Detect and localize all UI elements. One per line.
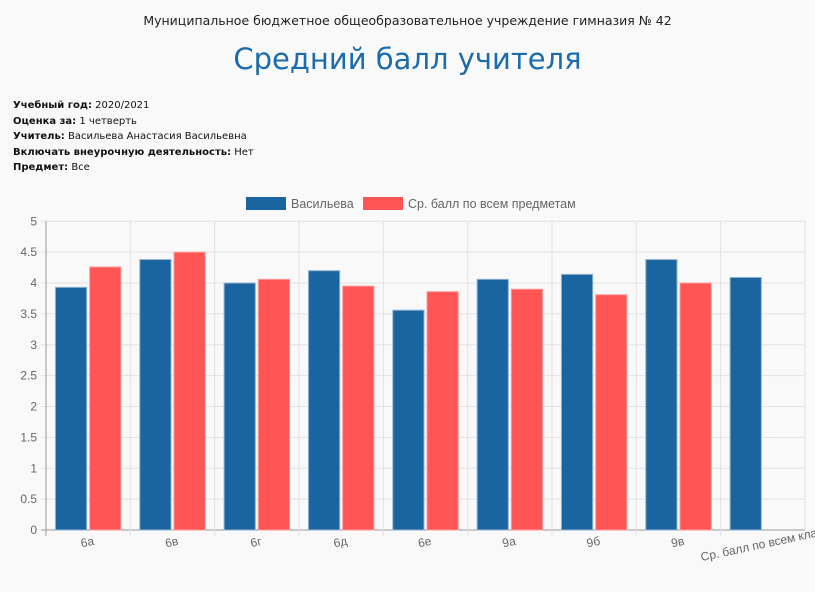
x-tick-label: 9б bbox=[585, 534, 601, 551]
y-tick-label: 1 bbox=[30, 461, 37, 475]
bar-average bbox=[89, 266, 122, 531]
info-row: Учебный год: 2020/2021 bbox=[13, 100, 150, 111]
bar-average bbox=[426, 291, 459, 531]
report-parameters: Учебный год: 2020/2021 Оценка за: 1 четв… bbox=[13, 98, 254, 176]
x-tick-label: 9в bbox=[670, 534, 686, 550]
bar-average bbox=[679, 282, 712, 531]
bar-average bbox=[257, 278, 291, 531]
info-row: Учитель: Васильева Анастасия Васильевна bbox=[13, 131, 247, 142]
y-tick-label: 0 bbox=[30, 523, 37, 537]
y-tick-label: 3 bbox=[30, 338, 37, 352]
bar-teacher bbox=[223, 282, 256, 531]
y-tick-label: 0.5 bbox=[20, 492, 37, 506]
x-tick-label: 6а bbox=[79, 534, 95, 551]
info-row: Включать внеурочную деятельность: Нет bbox=[13, 146, 254, 158]
info-row: Предмет: Все bbox=[13, 162, 90, 173]
bar-teacher bbox=[54, 286, 88, 531]
page-title: Средний балл учителя bbox=[233, 42, 582, 76]
legend-swatch bbox=[246, 197, 286, 210]
legend-label: Ср. балл по всем предметам bbox=[408, 197, 576, 211]
bar-teacher bbox=[392, 309, 425, 531]
y-tick-label: 2.5 bbox=[20, 369, 37, 383]
x-tick-label: 9а bbox=[501, 534, 517, 551]
x-tick-label: 6е bbox=[417, 534, 433, 551]
y-tick-label: 4 bbox=[30, 276, 37, 290]
bar-teacher bbox=[476, 278, 509, 531]
x-tick-label: 6г bbox=[249, 534, 263, 550]
bar-average bbox=[173, 251, 206, 531]
y-tick-label: 2 bbox=[30, 400, 37, 414]
info-row: Оценка за: 1 четверть bbox=[13, 115, 137, 127]
bar-teacher bbox=[645, 259, 678, 531]
y-tick-label: 4.5 bbox=[20, 245, 37, 259]
organization-name: Муниципальное бюджетное общеобразователь… bbox=[143, 13, 672, 28]
bar-average bbox=[595, 294, 628, 531]
bar-teacher bbox=[560, 273, 594, 531]
x-tick-label: 6д bbox=[332, 534, 348, 551]
y-tick-label: 1.5 bbox=[20, 430, 37, 444]
x-tick-label: 6в bbox=[164, 534, 180, 550]
y-tick-label: 5 bbox=[30, 214, 37, 228]
legend-swatch bbox=[363, 197, 403, 210]
bar-teacher bbox=[729, 276, 762, 531]
bar-teacher bbox=[307, 270, 341, 531]
legend-label: Васильева bbox=[291, 197, 354, 211]
bar-teacher bbox=[139, 259, 172, 531]
bar-average bbox=[510, 288, 544, 531]
bar-average bbox=[342, 285, 375, 531]
y-tick-label: 3.5 bbox=[20, 307, 37, 321]
